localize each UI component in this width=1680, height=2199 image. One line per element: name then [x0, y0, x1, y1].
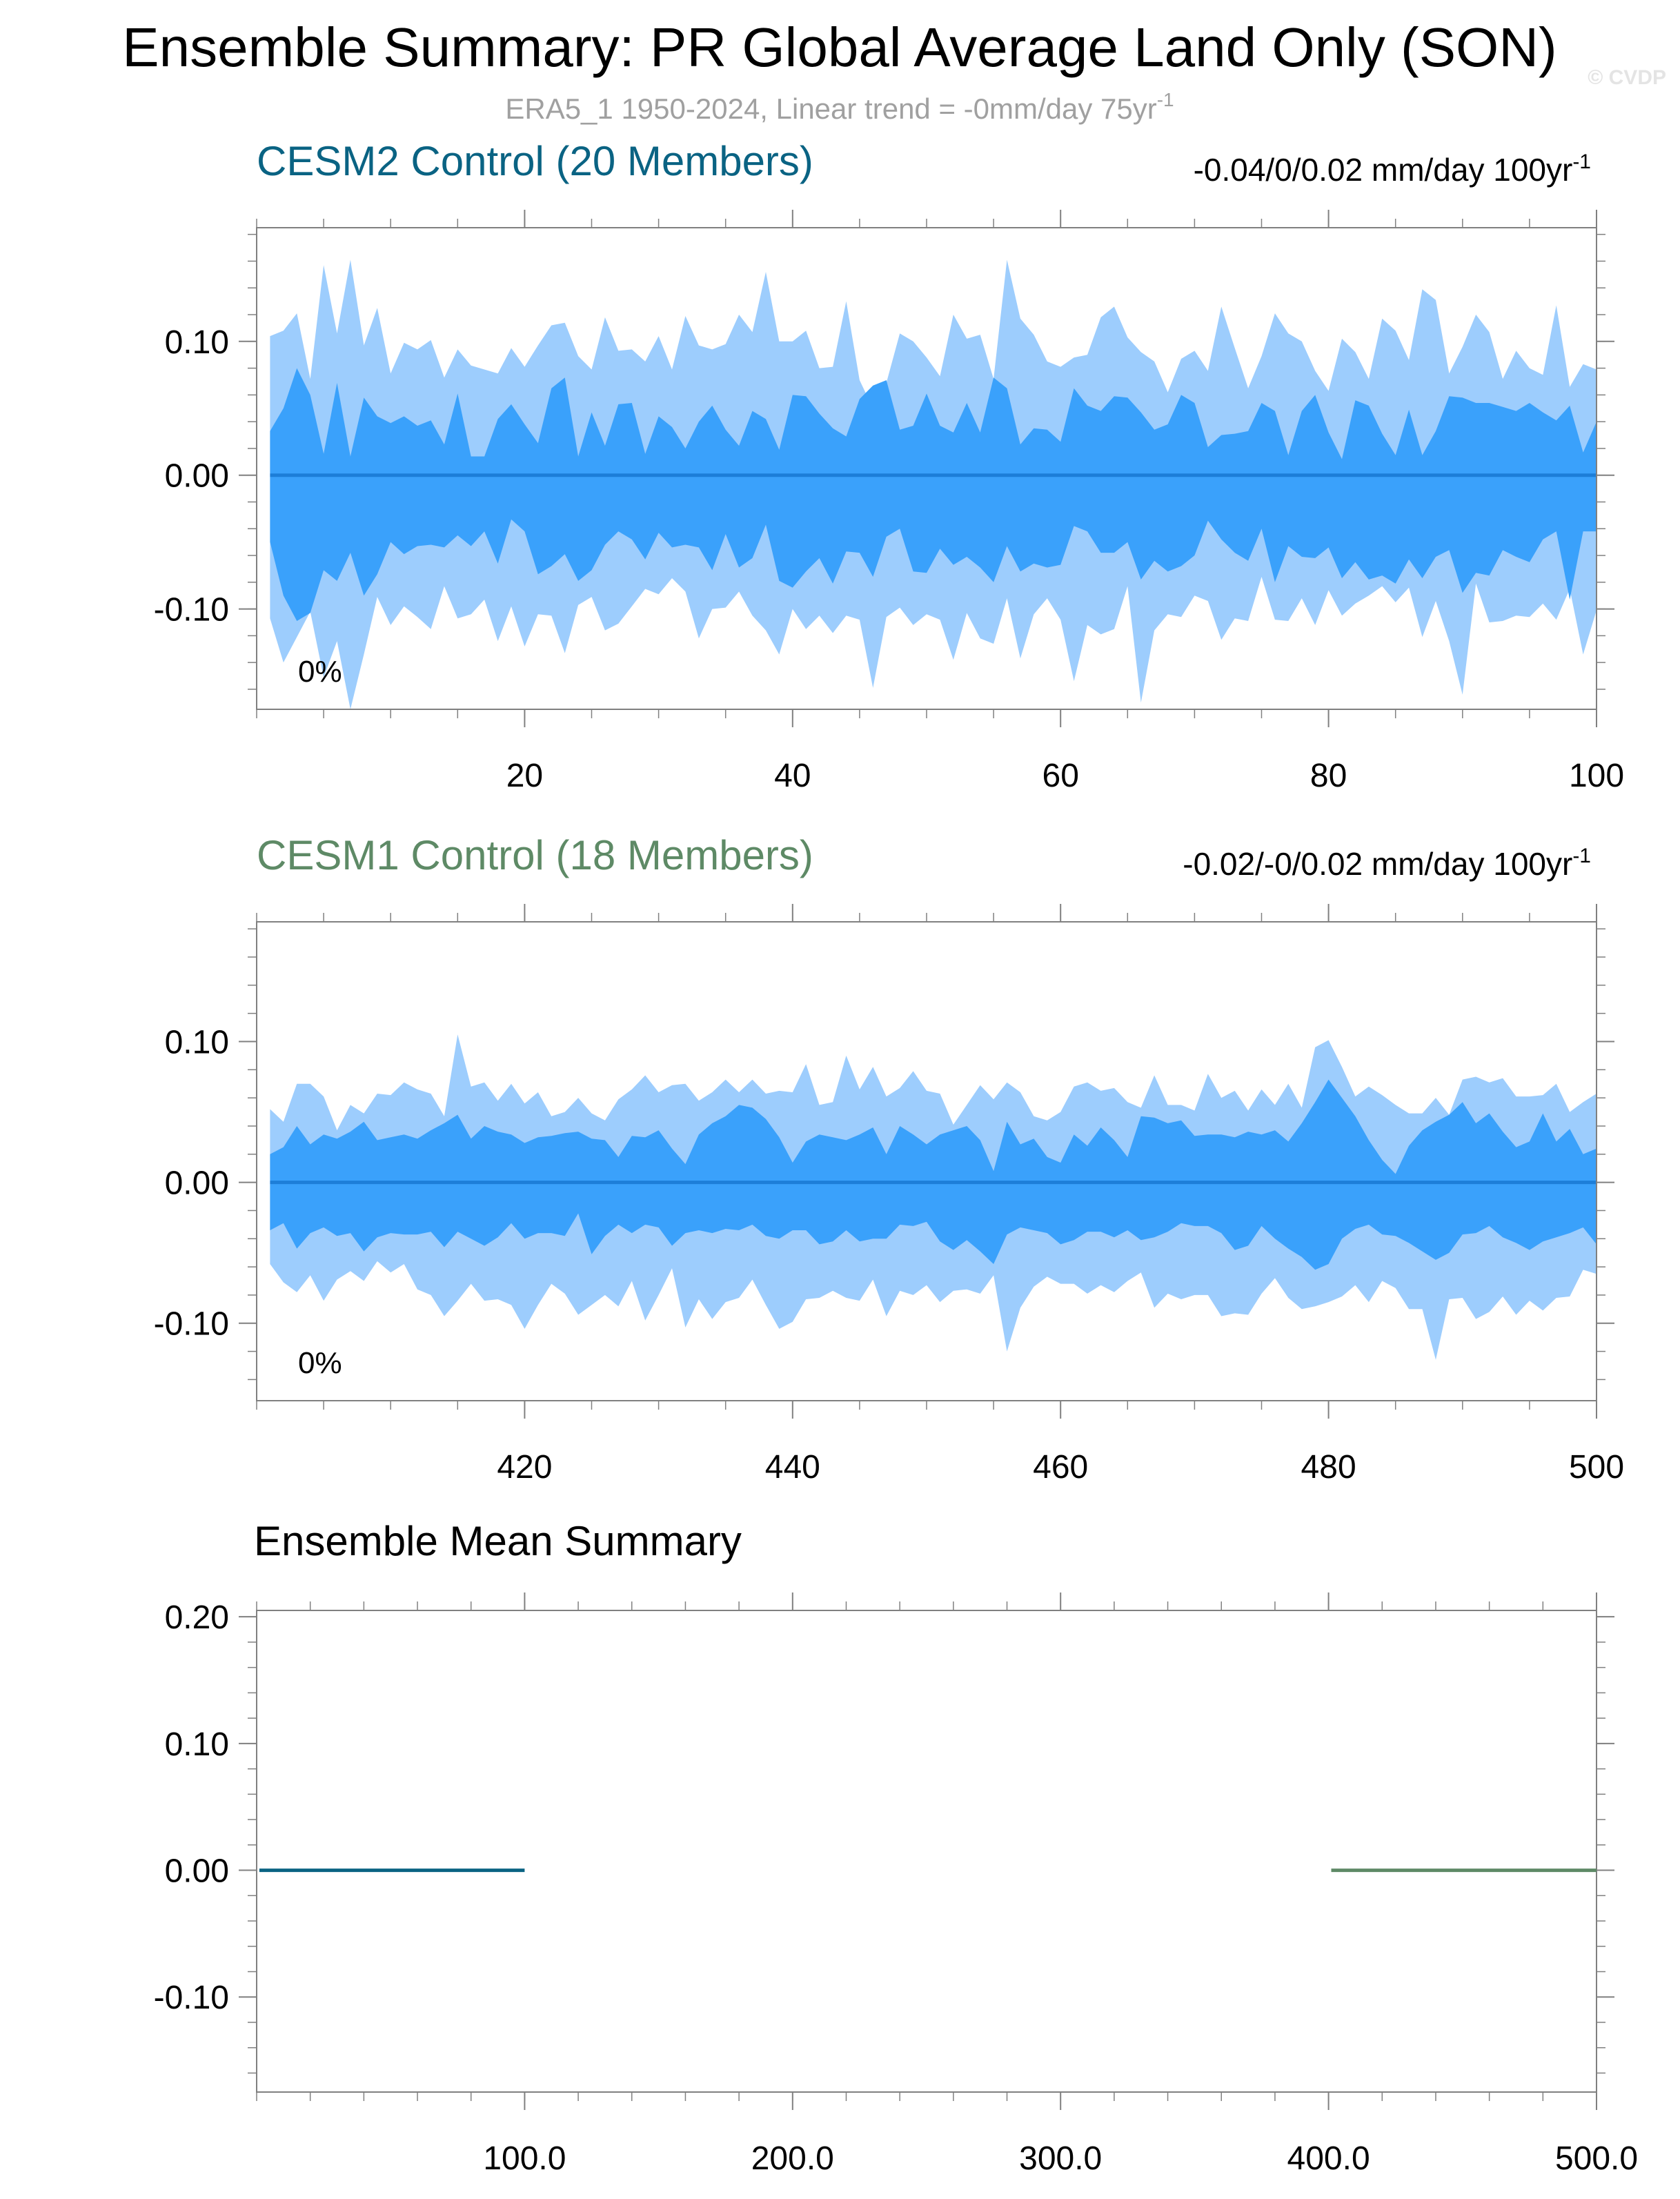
y-tick-label: 0.10: [165, 1025, 229, 1061]
panel-cesm1: 0.10 0.00 -0.10 420 440 460 480 500 CESM1 Contro…: [154, 832, 1624, 1486]
x-tick-label: 500.0: [1555, 2140, 1638, 2177]
inner-range-band: [270, 368, 1597, 621]
y-tick-label: -0.10: [154, 1306, 229, 1343]
figure-subtitle: ERA5_1 1950-2024, Linear trend = -0mm/da…: [505, 89, 1174, 125]
x-tick-label: 80: [1310, 758, 1347, 794]
panel-title: CESM1 Control (18 Members): [257, 832, 813, 878]
y-tick-label: 0.20: [165, 1599, 229, 1636]
trend-text: -0.04/0/0.02 mm/day 100yr: [1194, 152, 1573, 188]
y-tick-label: -0.10: [154, 1980, 229, 2016]
x-tick-label: 460: [1033, 1449, 1088, 1486]
x-tick-label: 440: [765, 1449, 820, 1486]
x-tick-label: 480: [1301, 1449, 1356, 1486]
watermark: © CVDP: [1588, 66, 1666, 89]
x-tick-label: 500: [1569, 1449, 1624, 1486]
y-tick-label: 0.00: [165, 458, 229, 495]
inner-range-band: [270, 1079, 1597, 1270]
figure-title: Ensemble Summary: PR Global Average Land…: [122, 17, 1557, 78]
plot-frame: [256, 1610, 1597, 2093]
trend-text: -0.02/-0/0.02 mm/day 100yr: [1183, 846, 1572, 882]
trend-label: -0.04/0/0.02 mm/day 100yr-1: [1194, 150, 1591, 188]
x-tick-label: 20: [506, 758, 543, 794]
y-tick-label: -0.10: [154, 592, 229, 629]
panel-ensemble-mean: 0.20 0.10 0.00 -0.10 100.0 200.0 300.0 400.0 500…: [154, 1518, 1638, 2177]
x-tick-label: 300.0: [1019, 2140, 1102, 2177]
x-tick-label: 60: [1042, 758, 1079, 794]
subtitle-superscript: -1: [1157, 89, 1174, 110]
percent-label: 0%: [298, 655, 342, 689]
y-tick-label: 0.10: [165, 324, 229, 361]
y-tick-label: 0.00: [165, 1165, 229, 1202]
panel-title: Ensemble Mean Summary: [254, 1518, 742, 1564]
x-tick-label: 40: [774, 758, 811, 794]
trend-superscript: -1: [1572, 845, 1591, 867]
trend-superscript: -1: [1572, 150, 1591, 173]
y-tick-label: 0.00: [165, 1853, 229, 1890]
panel-cesm2: 0.10 0.00 -0.10 20 40 60 80 100 CESM2 Control (2…: [154, 138, 1624, 794]
y-tick-label: 0.10: [165, 1726, 229, 1763]
x-tick-label: 400.0: [1287, 2140, 1370, 2177]
x-tick-label: 100: [1569, 758, 1624, 794]
percent-label: 0%: [298, 1346, 342, 1380]
trend-label: -0.02/-0/0.02 mm/day 100yr-1: [1183, 845, 1591, 882]
subtitle-text: ERA5_1 1950-2024, Linear trend = -0mm/da…: [505, 92, 1156, 125]
x-tick-label: 200.0: [751, 2140, 834, 2177]
panel-title: CESM2 Control (20 Members): [257, 138, 813, 184]
x-tick-label: 420: [497, 1449, 552, 1486]
x-tick-label: 100.0: [483, 2140, 566, 2177]
